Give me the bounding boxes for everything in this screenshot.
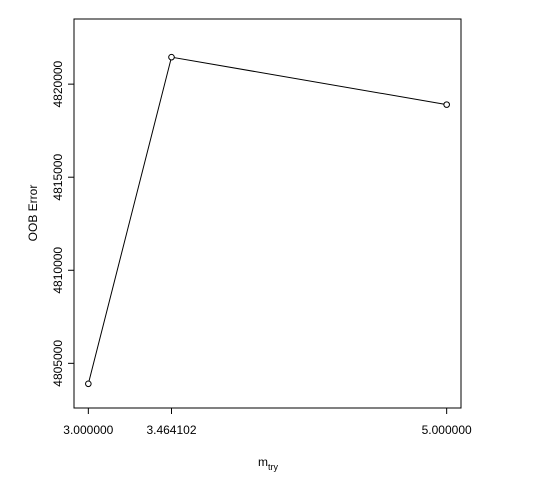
series-line bbox=[87, 56, 447, 384]
x-axis-title: mtry bbox=[258, 455, 278, 472]
data-point bbox=[168, 53, 175, 61]
data-points bbox=[85, 53, 450, 388]
x-tick-label: 3.464102 bbox=[146, 423, 196, 437]
y-tick-label: 4810000 bbox=[51, 247, 65, 294]
data-point bbox=[443, 101, 450, 108]
y-tick-label: 4805000 bbox=[51, 340, 65, 387]
y-tick-label: 4820000 bbox=[51, 60, 65, 107]
y-axis: 4805000 4810000 4815000 4820000 bbox=[51, 60, 75, 387]
x-tick-label: 3.000000 bbox=[63, 423, 113, 437]
x-axis: 3.000000 3.464102 5.000000 bbox=[63, 407, 472, 437]
y-tick-label: 4815000 bbox=[51, 154, 65, 201]
x-tick-label: 5.000000 bbox=[422, 423, 472, 437]
y-axis-title: OOB Error bbox=[26, 185, 40, 242]
x-axis-title-subscript: try bbox=[268, 462, 278, 472]
x-axis-title-main: m bbox=[258, 455, 268, 469]
data-point bbox=[85, 380, 92, 388]
